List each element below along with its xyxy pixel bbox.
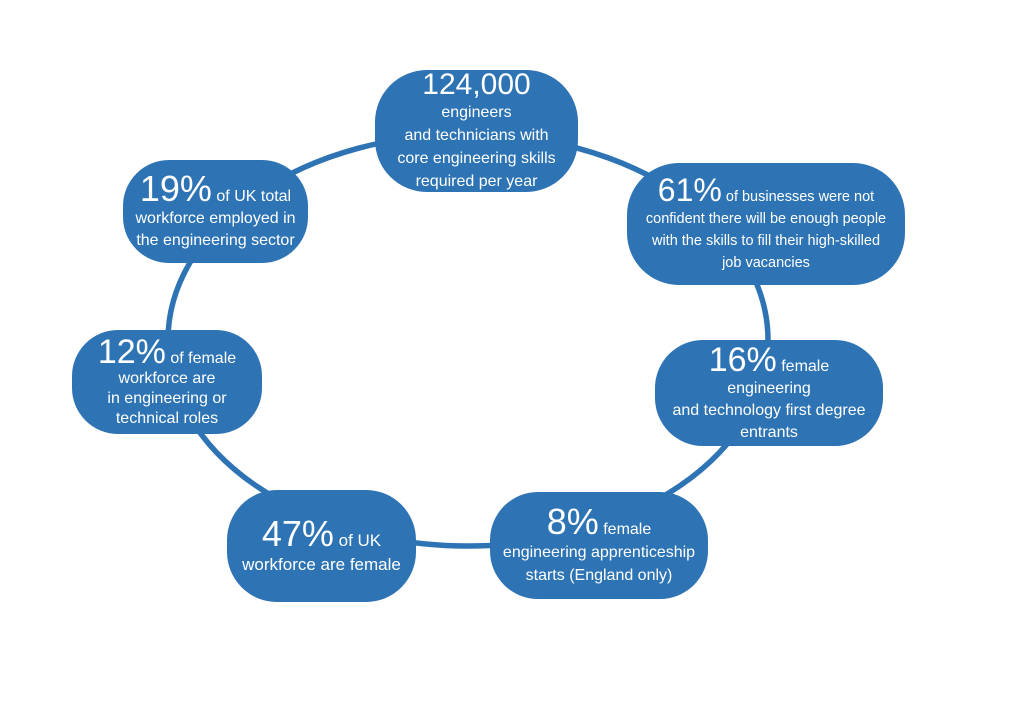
stat-text: 12% of female workforce are in engineeri… [82,335,252,429]
stat-text: 47% of UK workforce are female [237,512,406,577]
stat-description: engineers and technicians with core engi… [397,103,556,190]
stat-text: 61% of businesses were not confident the… [637,174,895,274]
stat-bubble-female-in-engineering-roles: 12% of female workforce are in engineeri… [72,330,262,434]
stat-description: of UK total workforce employed in the en… [135,188,296,249]
stat-value: 19% [139,168,212,209]
stat-value: 47% [261,512,334,554]
stat-value: 16% [708,340,777,379]
stat-bubble-annual-demand: 124,000 engineers and technicians with c… [375,67,578,193]
stat-description: of businesses were not confident there w… [645,189,887,271]
stat-description: female engineering and technology first … [672,357,866,441]
stat-bubble-female-first-degree-entrants: 16% female engineering and technology fi… [655,340,883,446]
stat-description: of UK workforce are female [242,530,401,574]
stat-bubble-engineering-sector-employment: 19% of UK total workforce employed in th… [123,160,308,263]
stat-bubble-female-apprenticeship-starts: 8% female engineering apprenticeship sta… [490,492,708,599]
stat-text: 19% of UK total workforce employed in th… [133,171,298,252]
stat-description: of female workforce are in engineering o… [107,350,237,427]
stat-text: 16% female engineering and technology fi… [665,343,873,444]
stat-text: 124,000 engineers and technicians with c… [385,67,568,193]
stat-value: 124,000 [422,67,531,101]
stat-value: 12% [97,333,166,371]
stat-bubble-business-confidence: 61% of businesses were not confident the… [627,163,905,285]
stat-bubble-female-share-of-workforce: 47% of UK workforce are female [227,490,416,602]
stat-description: female engineering apprenticeship starts… [502,521,696,584]
stat-text: 8% female engineering apprenticeship sta… [500,504,698,587]
stat-value: 61% [657,172,722,208]
stat-value: 8% [546,501,599,542]
